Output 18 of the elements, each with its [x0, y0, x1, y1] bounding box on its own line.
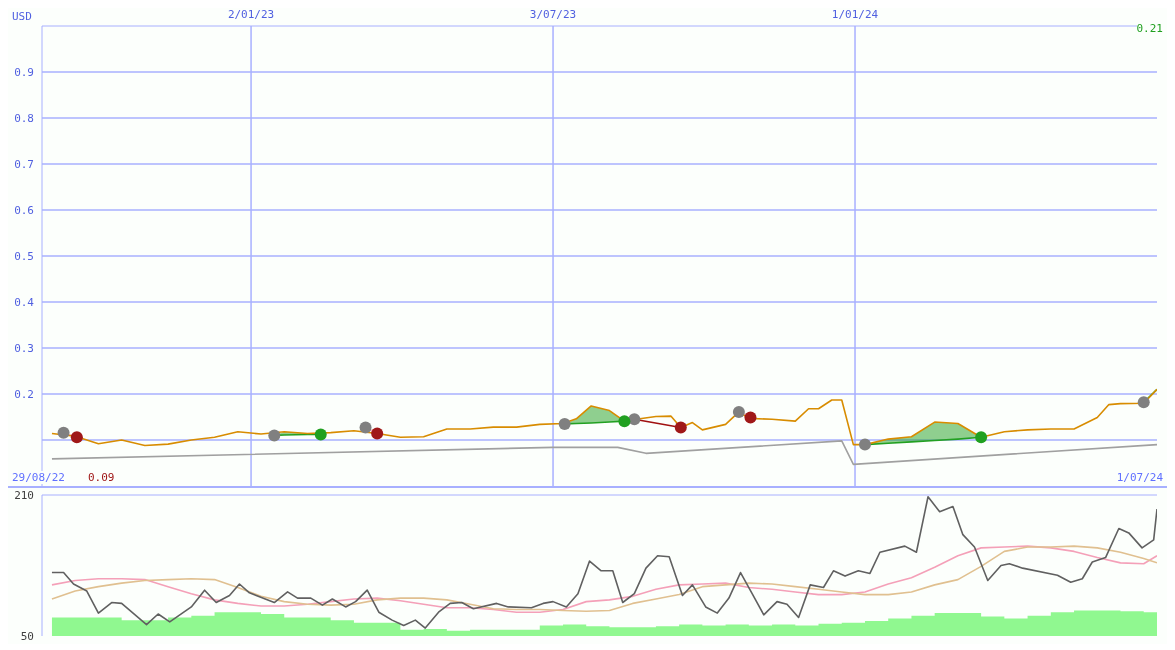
annotation: 0.09 — [88, 471, 115, 484]
y-tick-label: 0.2 — [14, 387, 34, 401]
x-tick-label: 2/01/23 — [227, 8, 275, 21]
y-tick-label: 0.8 — [14, 111, 34, 125]
y-tick-label: 0.4 — [14, 295, 35, 309]
y-tick-label: 0.3 — [14, 341, 34, 355]
x-tick-label: 1/01/24 — [831, 8, 879, 21]
y-tick-label: 50 — [20, 629, 34, 643]
y-tick-label: 0.5 — [14, 249, 34, 263]
y-tick-label: 0.6 — [14, 203, 34, 217]
annotation: 1/07/24 — [1116, 471, 1163, 484]
y-tick-label: 0.7 — [14, 157, 34, 171]
y-tick-label: 0.9 — [14, 65, 34, 79]
annotation: 29/08/22 — [12, 471, 65, 484]
y-axis-title: USD — [12, 10, 32, 23]
y-tick-label: 210 — [14, 488, 34, 502]
x-tick-label: 3/07/23 — [529, 8, 577, 21]
annotation: 0.21 — [1136, 22, 1163, 35]
